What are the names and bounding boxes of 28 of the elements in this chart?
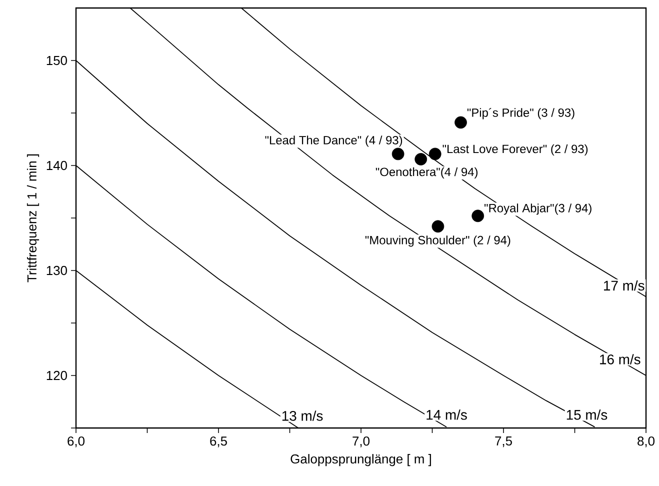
series-label: 13 m/s [282,410,323,421]
x-tick-label: 8,0 [638,436,655,448]
series-label: 15 m/s [566,410,608,420]
point [428,148,442,160]
y-axis-title: Trittfrequenz [ 1 / min ] [26,154,40,282]
annotation: "Pip´s Pride" (3 / 93) [467,108,574,120]
x-tick-label: 6,0 [68,436,84,448]
x-axis-title: Galoppsprunglänge [ m ] [290,454,431,466]
point [392,148,404,160]
annotation: "Royal Abjar"(3 / 94) [484,204,592,215]
y-tick-label: 140 [46,160,67,170]
y-tick-label: 120 [46,370,67,380]
annotation: "Mouving Shoulder" (2 / 94) [365,236,510,247]
annotation: "Lead The Dance" (4 / 93) [265,136,402,147]
series-label: 17 m/s [604,280,644,291]
x-tick-label: 7,5 [495,436,512,448]
x-tick-label: 7,0 [352,436,370,448]
series-label: 14 m/s [426,410,467,420]
annotation: "Oenothera"(4 / 94) [376,167,478,178]
series-label: 16 m/s [600,354,640,364]
point [472,210,484,222]
y-tick-label: 150 [46,56,67,66]
point [454,116,467,129]
y-tick-label: 130 [46,266,67,276]
point [432,220,444,233]
annotation: "Last Love Forever" (2 / 93) [442,144,588,156]
x-tick-label: 6,5 [210,436,227,448]
point [414,153,428,166]
